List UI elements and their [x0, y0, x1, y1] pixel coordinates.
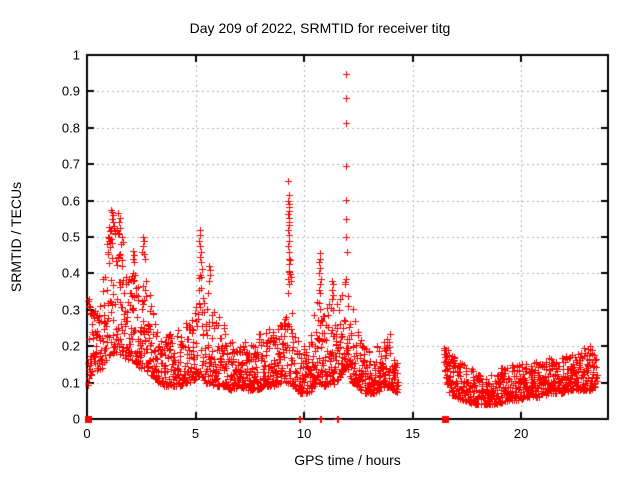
x-tick-label: 10	[296, 426, 312, 441]
y-tick-label: 0.9	[61, 83, 80, 99]
y-tick-label: 0.6	[61, 193, 80, 209]
y-tick-label: 0.1	[61, 375, 80, 391]
y-tick-label: 0.8	[61, 120, 80, 136]
y-tick-label: 1	[72, 47, 80, 63]
y-tick-label: 0.7	[61, 156, 80, 172]
x-tick-label: 0	[83, 426, 91, 441]
y-tick-label: 0.2	[61, 338, 80, 354]
y-tick-label: 0.4	[61, 265, 80, 281]
y-tick-label: 0	[72, 411, 80, 427]
y-tick-label: 0.5	[61, 229, 80, 245]
x-tick-label: 5	[191, 426, 200, 441]
y-tick-label: 0.3	[61, 302, 80, 318]
x-tick-label: 15	[405, 426, 420, 441]
x-tick-label: 20	[513, 426, 529, 441]
